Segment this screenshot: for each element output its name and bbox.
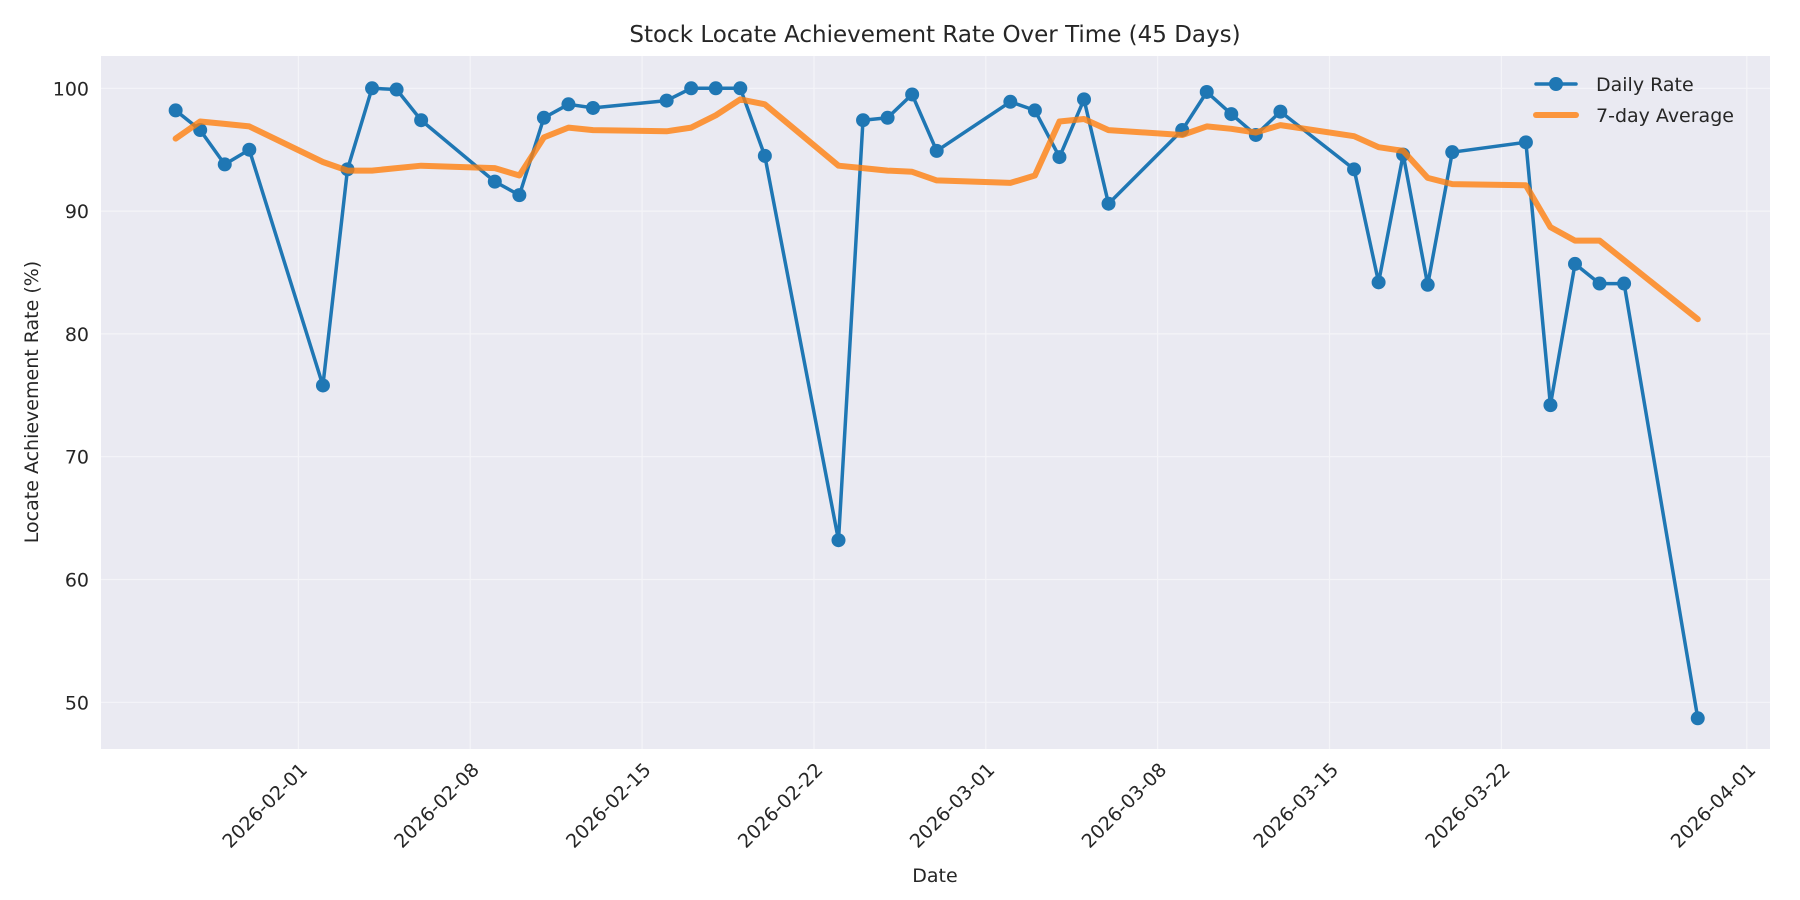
daily-rate-point [929,143,944,158]
legend-label-7day-average: 7-day Average [1596,105,1734,127]
series-lines [168,81,1705,726]
legend: Daily Rate 7-day Average [1533,74,1734,127]
daily-rate-point [684,81,699,96]
y-tick-label: 70 [65,447,89,469]
legend-item-7day-average: 7-day Average [1533,105,1734,127]
x-axis-ticks: 2026-02-01 2026-02-08 2026-02-15 2026-02-22… [218,759,1760,853]
daily-rate-point [242,142,257,157]
x-tick-label: 2026-02-15 [562,759,656,853]
daily-rate-point [1027,103,1042,118]
x-tick-label: 2026-03-08 [1078,759,1172,853]
daily-rate-point [1224,107,1239,122]
daily-rate-point [1101,196,1116,211]
daily-rate-point [1052,150,1067,165]
y-tick-label: 100 [53,78,89,100]
daily-rate-point [856,113,871,128]
x-tick-label: 2026-02-22 [734,759,828,853]
daily-rate-point [414,113,429,128]
x-tick-label: 2026-02-08 [390,759,484,853]
daily-rate-point [217,157,232,172]
gridlines [101,56,1770,749]
daily-rate-point [1568,256,1582,271]
legend-item-daily-rate: Daily Rate [1534,74,1694,96]
seven-day-average-line [172,96,1701,323]
daily-rate-point [757,148,772,163]
daily-rate-point [315,378,330,393]
daily-rate-point [659,93,674,108]
daily-rate-point [512,188,527,203]
daily-rate-point [1690,711,1705,726]
daily-rate-point [536,110,551,125]
daily-rate-point [168,103,183,118]
daily-rate-point [1420,277,1435,292]
x-tick-label: 2026-04-01 [1667,759,1761,853]
daily-rate-point [1003,94,1018,109]
daily-rate-point [1273,104,1288,119]
y-tick-label: 80 [65,324,89,346]
y-axis-ticks: 50 60 70 80 90 100 [53,78,89,714]
daily-rate-point [1445,145,1460,160]
x-tick-label: 2026-03-22 [1421,759,1515,853]
daily-rate-point [1199,84,1214,99]
daily-rate-point [733,81,748,96]
x-tick-label: 2026-02-01 [218,759,312,853]
daily-rate-point [487,174,502,189]
daily-rate-point [708,81,723,96]
daily-rate-point [880,110,895,125]
daily-rate-point [1518,135,1533,150]
daily-rate-point [1347,162,1362,177]
x-axis-label: Date [912,865,957,887]
y-axis-label: Locate Achievement Rate (%) [21,261,43,543]
daily-rate-point [905,87,920,102]
daily-rate-point [1077,92,1091,107]
circle-marker-icon [1549,77,1563,91]
daily-rate-point [1617,276,1632,291]
daily-rate-point [1543,398,1558,413]
daily-rate-point [1592,276,1607,291]
daily-rate-point [586,100,600,115]
daily-rate-point [365,81,380,96]
y-tick-label: 90 [65,201,89,223]
y-tick-label: 60 [65,570,89,592]
daily-rate-point [1371,275,1386,290]
x-tick-label: 2026-03-15 [1249,759,1343,853]
daily-rate-point [389,82,404,97]
legend-label-daily-rate: Daily Rate [1596,74,1694,96]
chart-title: Stock Locate Achievement Rate Over Time … [629,22,1240,48]
x-tick-label: 2026-03-01 [906,759,1000,853]
daily-rate-point [561,97,576,112]
daily-rate-point [831,533,846,548]
y-tick-label: 50 [65,692,89,714]
